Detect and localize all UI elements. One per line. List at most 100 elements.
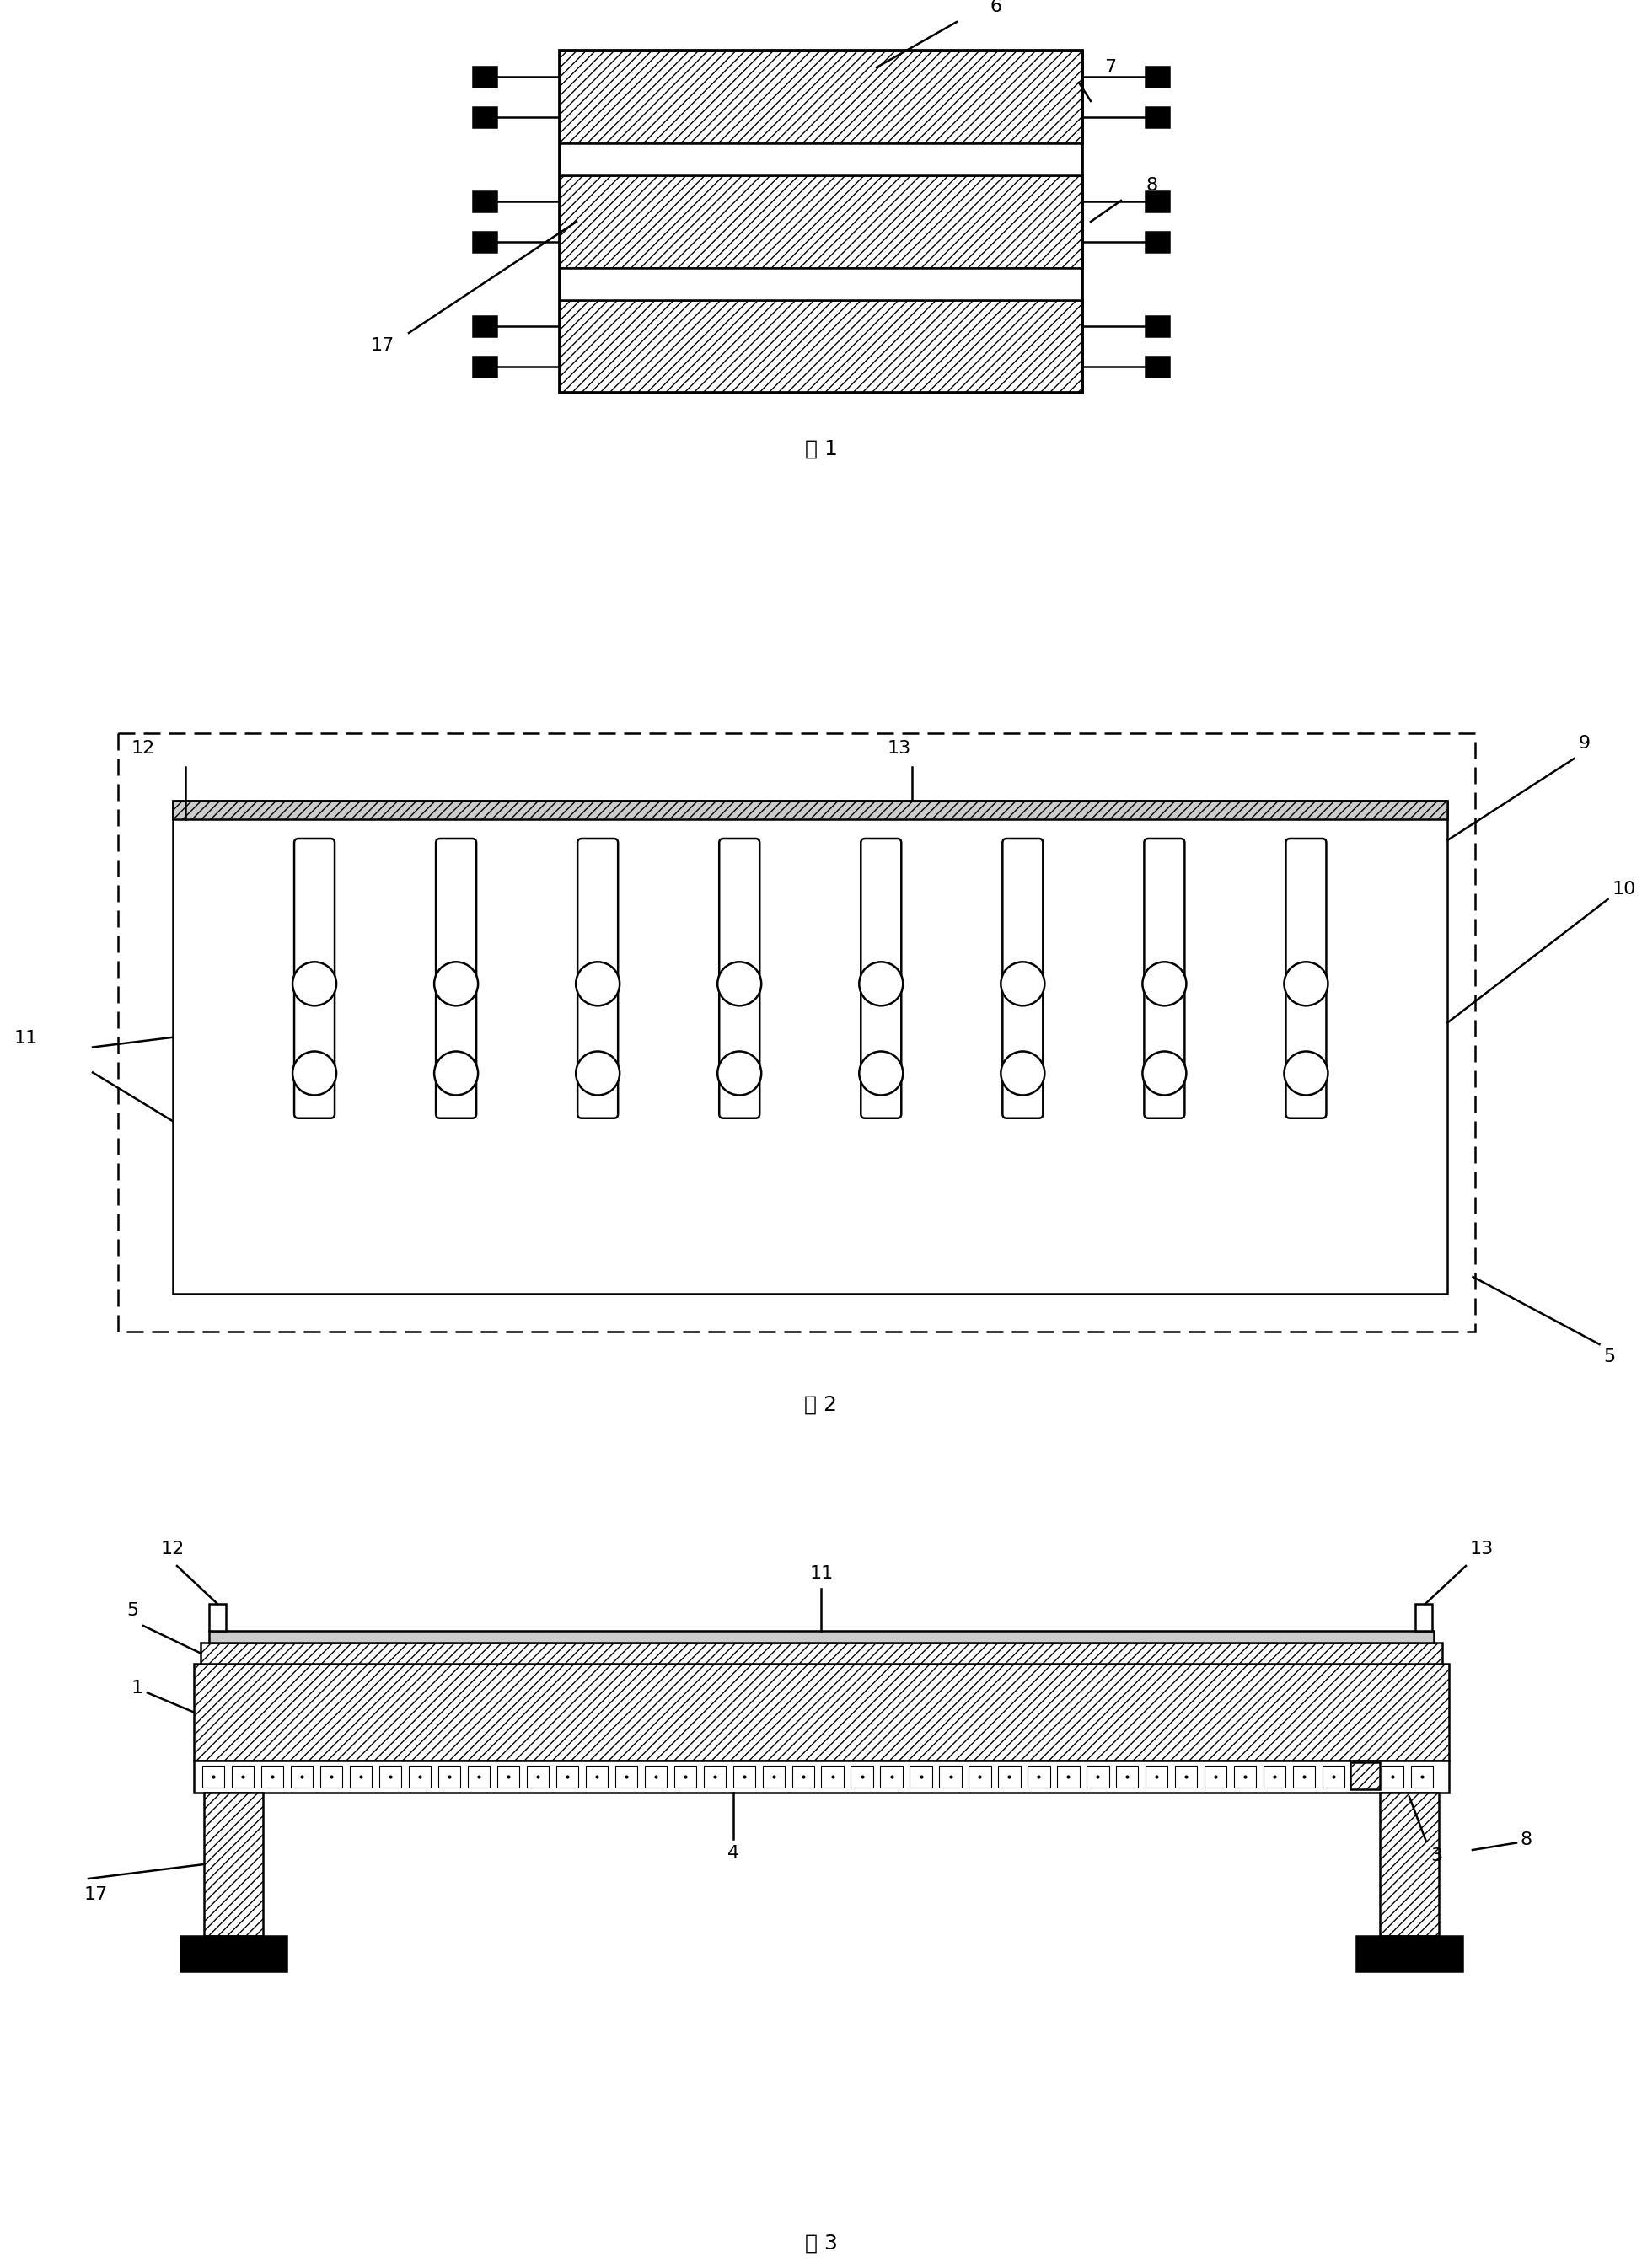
Bar (172, 801, 1447, 819)
Bar (614, 1765, 637, 1787)
Bar (560, 50, 1082, 392)
Circle shape (576, 962, 619, 1005)
Bar (1351, 1765, 1373, 1787)
Bar (1174, 1765, 1197, 1787)
Bar (673, 1765, 696, 1787)
Bar (1233, 1765, 1256, 1787)
Bar (1350, 1762, 1379, 1789)
Bar (181, 1937, 286, 1971)
Circle shape (859, 962, 903, 1005)
Bar (350, 1765, 371, 1787)
Bar (209, 1631, 1433, 1642)
Circle shape (1000, 1052, 1044, 1095)
Bar (1379, 1792, 1438, 1937)
Bar (194, 1665, 1448, 1760)
Bar (202, 1765, 225, 1787)
Bar (1144, 1765, 1167, 1787)
Text: 3: 3 (1430, 1848, 1442, 1864)
Bar (468, 1765, 489, 1787)
Bar (473, 315, 496, 336)
Circle shape (718, 1052, 760, 1095)
Bar (910, 1765, 931, 1787)
Text: 4: 4 (727, 1844, 739, 1862)
Bar (1144, 107, 1169, 127)
Bar (473, 191, 496, 211)
Bar (969, 1765, 990, 1787)
Text: 8: 8 (1520, 1833, 1532, 1848)
Circle shape (292, 962, 337, 1005)
Text: 图 3: 图 3 (805, 2234, 837, 2254)
Bar (555, 1765, 578, 1787)
Bar (527, 1765, 548, 1787)
Bar (1414, 1603, 1432, 1631)
Text: 5: 5 (1603, 1349, 1614, 1365)
Circle shape (433, 962, 478, 1005)
Circle shape (1284, 1052, 1327, 1095)
Bar (644, 1765, 667, 1787)
Bar (939, 1765, 961, 1787)
FancyBboxPatch shape (719, 839, 759, 1118)
Bar (320, 1765, 342, 1787)
Bar (703, 1765, 726, 1787)
Text: 10: 10 (1611, 880, 1635, 898)
Text: 6: 6 (990, 0, 1002, 16)
Text: 图 1: 图 1 (805, 440, 837, 460)
Bar (473, 66, 496, 86)
Bar (1087, 1765, 1108, 1787)
Bar (880, 1765, 901, 1787)
Bar (1381, 1765, 1402, 1787)
Text: 11: 11 (810, 1565, 832, 1583)
Bar (172, 801, 1447, 1293)
FancyBboxPatch shape (578, 839, 617, 1118)
Text: 13: 13 (887, 739, 911, 758)
Bar (1292, 1765, 1315, 1787)
Bar (438, 1765, 460, 1787)
Bar (379, 1765, 401, 1787)
FancyBboxPatch shape (294, 839, 335, 1118)
Bar (732, 1765, 755, 1787)
Bar (200, 1642, 1442, 1665)
Text: 8: 8 (1146, 177, 1158, 193)
Bar (821, 1765, 842, 1787)
Bar (791, 1765, 814, 1787)
Bar (261, 1765, 282, 1787)
Bar (851, 1765, 872, 1787)
Bar (473, 107, 496, 127)
Bar (118, 733, 1475, 1331)
Bar (762, 1765, 785, 1787)
Bar (1144, 191, 1169, 211)
Bar (209, 1603, 227, 1631)
Bar (560, 143, 1082, 175)
Text: 17: 17 (84, 1885, 108, 1903)
Bar (204, 1792, 263, 1937)
Circle shape (576, 1052, 619, 1095)
Circle shape (433, 1052, 478, 1095)
Text: 11: 11 (15, 1030, 38, 1048)
Text: 12: 12 (131, 739, 154, 758)
Bar (560, 268, 1082, 299)
Bar (1144, 231, 1169, 252)
Bar (1144, 315, 1169, 336)
Bar (498, 1765, 519, 1787)
Text: 5: 5 (126, 1601, 140, 1619)
Bar (232, 1765, 255, 1787)
Bar (1322, 1765, 1345, 1787)
Bar (1144, 66, 1169, 86)
Bar (560, 299, 1082, 392)
Text: 13: 13 (1470, 1540, 1493, 1558)
Circle shape (1284, 962, 1327, 1005)
Bar (473, 356, 496, 376)
Bar (473, 231, 496, 252)
Text: 9: 9 (1578, 735, 1589, 751)
FancyBboxPatch shape (860, 839, 901, 1118)
Text: 1: 1 (131, 1681, 143, 1696)
Text: 7: 7 (1103, 59, 1115, 75)
FancyBboxPatch shape (1286, 839, 1325, 1118)
Bar (194, 1760, 1448, 1792)
Circle shape (1141, 1052, 1186, 1095)
FancyBboxPatch shape (435, 839, 476, 1118)
Text: 图 2: 图 2 (805, 1395, 837, 1415)
Circle shape (1000, 962, 1044, 1005)
Text: 12: 12 (161, 1540, 184, 1558)
FancyBboxPatch shape (1002, 839, 1043, 1118)
